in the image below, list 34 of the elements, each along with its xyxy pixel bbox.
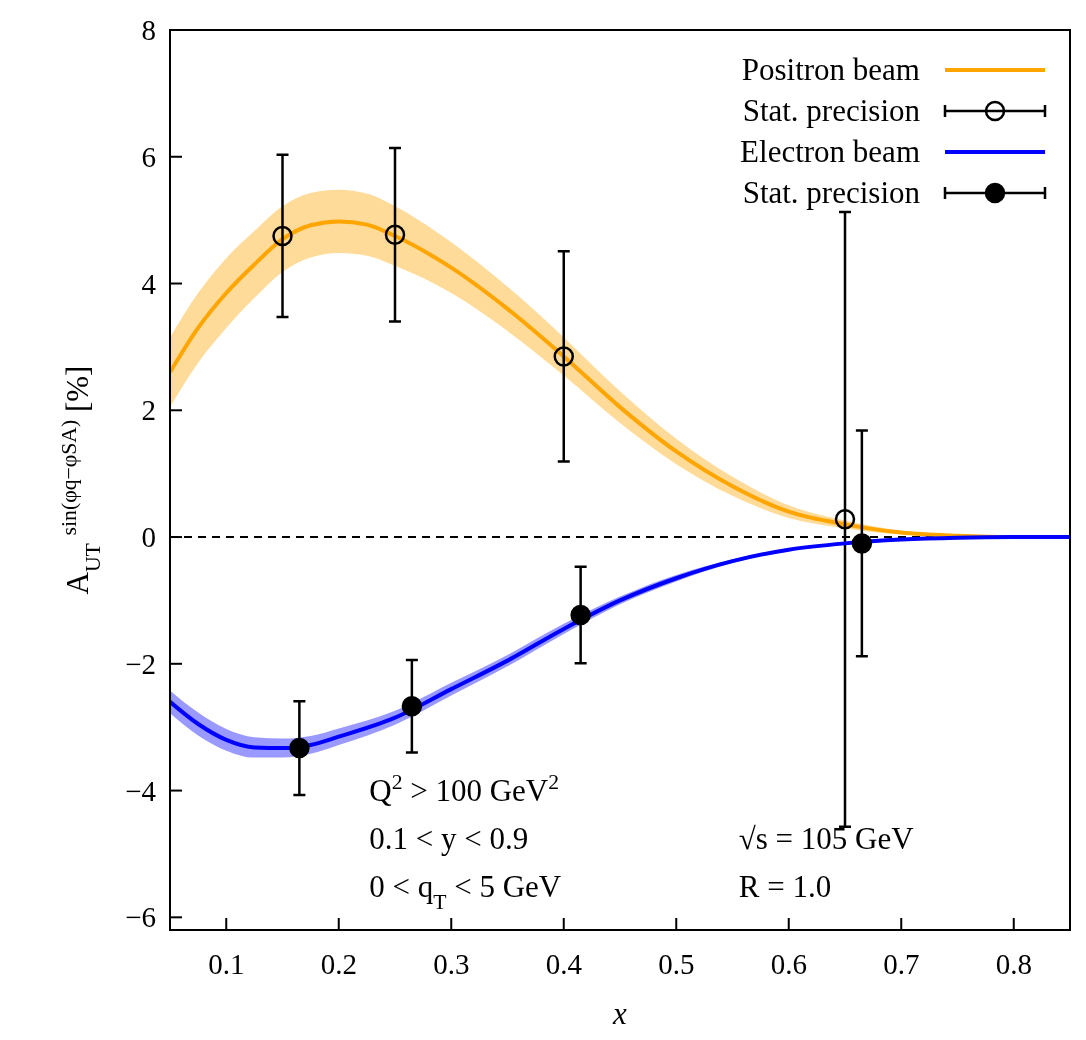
annotation: √s = 105 GeV [738,820,915,856]
annotation: R = 1.0 [738,868,832,904]
x-tick-label: 0.6 [770,948,807,980]
annotation: 0 < q$_{T}$ < 5 GeV [369,868,562,914]
x-tick-label: 0.7 [883,948,920,980]
annotation: Q$^{2}$ > 100 GeV$^{2}$ [369,769,560,808]
annotation: 0.1 < y < 0.9 [369,820,529,856]
legend-label: Stat. precision [742,175,921,210]
y-tick-label: 4 [141,267,157,300]
x-axis-title: x [612,996,628,1031]
x-tick-label: 0.4 [545,948,583,980]
point [272,225,293,247]
point [834,509,856,530]
x-tick-label: 0.3 [433,948,470,980]
y-tick-label: 6 [141,140,156,173]
point [570,604,591,626]
point [384,224,406,245]
x-tick-label: 0.5 [658,948,695,980]
point [401,696,423,717]
y-tick-label: −2 [125,647,156,680]
point [851,533,873,554]
y-tick-label: −4 [125,774,157,807]
x-tick-label: 0.1 [208,948,245,980]
y-tick-label: 8 [141,14,156,46]
legend-label: Positron beam [741,52,920,87]
point [553,346,574,367]
x-tick-label: 0.2 [320,948,357,980]
y-tick-label: 2 [141,394,156,427]
legend-label: Stat. precision [742,93,921,128]
x-tick-label: 0.8 [995,948,1032,980]
legend-label: Electron beam [740,134,920,169]
point [289,737,310,759]
y-tick-label: 0 [141,521,156,554]
y-tick-label: −6 [125,901,156,934]
